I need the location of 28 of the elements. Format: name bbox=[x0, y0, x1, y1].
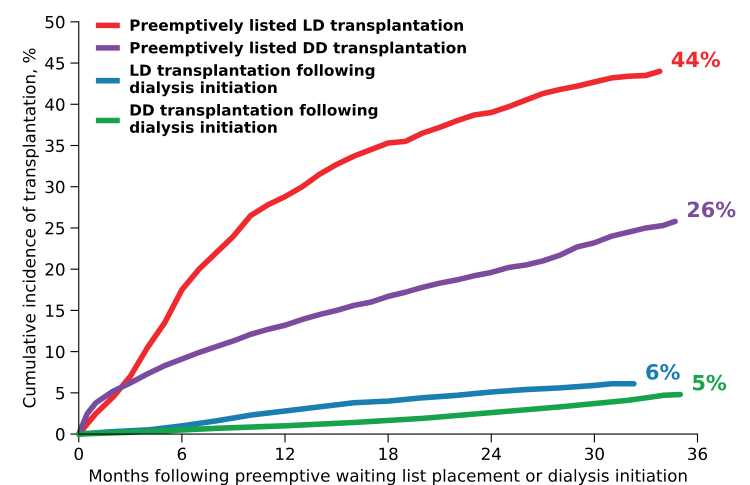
annotation: 44% bbox=[672, 52, 720, 68]
y-tick-label: 45 bbox=[45, 57, 64, 70]
y-tick-label: 50 bbox=[46, 16, 64, 28]
y-tick-label: 35 bbox=[46, 139, 64, 152]
x-tick-label: 0 bbox=[74, 448, 83, 460]
x-tick-label: 18 bbox=[379, 448, 398, 460]
x-tick-label: 24 bbox=[482, 448, 501, 460]
annotation: 6% bbox=[646, 364, 680, 380]
x-tick-label: 30 bbox=[585, 448, 604, 460]
legend-label: Preemptively listed DD transplantation bbox=[130, 42, 466, 57]
legend-label: Preemptively listed LD transplantation bbox=[130, 19, 463, 34]
y-axis-title: Cumulative incidence of transplantation, % bbox=[22, 48, 39, 408]
y-tick-label: 30 bbox=[46, 180, 64, 194]
y-tick-label: 20 bbox=[46, 263, 64, 276]
y-tick-label: 10 bbox=[46, 346, 64, 358]
y-tick-label: 15 bbox=[46, 304, 64, 317]
legend-label: LD transplantation following dialysis initiation bbox=[130, 64, 374, 96]
annotation: 26% bbox=[688, 202, 736, 218]
x-tick-label: 36 bbox=[688, 448, 708, 460]
y-tick-label: 5 bbox=[56, 387, 64, 400]
y-tick-label: 25 bbox=[46, 222, 64, 235]
y-tick-label: 40 bbox=[45, 98, 64, 111]
annotation: 5% bbox=[693, 374, 726, 390]
x-tick-label: 12 bbox=[276, 448, 294, 460]
x-axis-title: Months following preemptive waiting list placement or dialysis initiation bbox=[90, 468, 687, 485]
legend-label: DD transplantation following dialysis initiation bbox=[130, 104, 378, 136]
x-tick-label: 6 bbox=[178, 448, 186, 460]
y-tick-label: 0 bbox=[56, 428, 64, 441]
